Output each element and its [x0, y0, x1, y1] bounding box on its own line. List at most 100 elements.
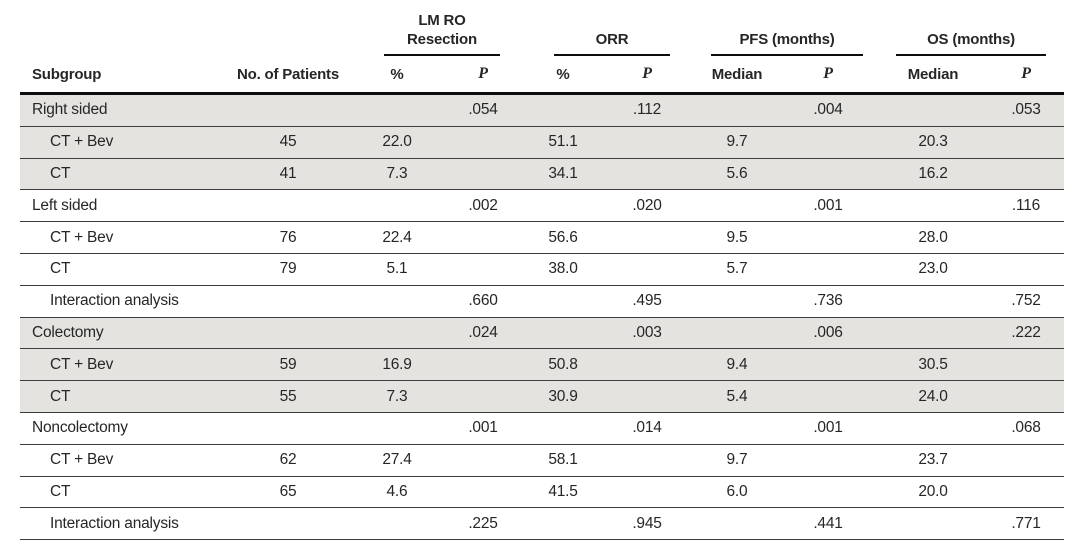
cell-value: 7.3	[386, 387, 408, 405]
table-row: CT + Bev 45 22.0 51.1 9.7 20.3	[20, 126, 1064, 159]
cell-value: 76	[279, 228, 297, 246]
row-label: CT	[50, 387, 71, 405]
row-label: Interaction analysis	[50, 292, 179, 310]
table-row: Left sided .002 .020 .001 .116	[20, 190, 1064, 223]
cell-value: 5.6	[726, 164, 748, 182]
cell-value: 41	[279, 164, 297, 182]
cell-value: .004	[813, 101, 843, 119]
cell-value: 5.4	[726, 387, 748, 405]
cell-value: 7.3	[386, 164, 408, 182]
cell-value: 9.5	[726, 228, 748, 246]
group-header-line2: PFS (months)	[739, 31, 835, 48]
row-label: CT + Bev	[50, 451, 114, 469]
table-row: Noncolectomy .001 .014 .001 .068	[20, 413, 1064, 445]
table-row: CT 79 5.1 38.0 5.7 23.0	[20, 254, 1064, 286]
cell-value: .771	[1011, 514, 1041, 532]
row-label: Interaction analysis	[50, 514, 179, 532]
cell-value: .112	[632, 101, 662, 119]
cell-value: 23.0	[918, 260, 948, 278]
cell-value: 22.0	[382, 133, 412, 151]
cell-value: .053	[1011, 101, 1041, 119]
row-label: CT + Bev	[50, 228, 114, 246]
cell-value: .945	[632, 514, 662, 532]
cell-value: .006	[813, 323, 843, 341]
cell-value: 55	[279, 387, 297, 405]
cell-value: .736	[813, 292, 843, 310]
cell-value: 30.5	[918, 355, 948, 373]
cell-value: 30.9	[548, 387, 578, 405]
cell-value: 9.7	[726, 451, 748, 469]
cell-value: 24.0	[918, 387, 948, 405]
row-label: CT	[50, 260, 71, 278]
cell-value: 59	[279, 355, 297, 373]
column-header-lmr0-p: P	[478, 65, 488, 82]
row-label: Right sided	[32, 101, 108, 119]
group-header-line2: ORR	[595, 31, 629, 48]
table-group-header-row: LM RO Resection ORR PFS (months) OS (	[20, 0, 1064, 56]
column-header-pfs-p: P	[823, 65, 833, 82]
cell-value: .024	[468, 323, 498, 341]
group-header-line1: LM RO	[418, 12, 466, 29]
column-header-subgroup: Subgroup	[32, 65, 102, 83]
cell-value: 16.2	[918, 164, 948, 182]
table-row: CT 55 7.3 30.9 5.4 24.0	[20, 381, 1064, 413]
cell-value: 22.4	[382, 228, 412, 246]
row-label: CT	[50, 164, 71, 182]
cell-value: 45	[279, 133, 297, 151]
cell-value: .116	[1011, 196, 1041, 214]
cell-value: 51.1	[548, 133, 578, 151]
column-header-pfs-median: Median	[711, 65, 763, 83]
cell-value: 79	[279, 260, 297, 278]
subgroup-analysis-table: LM RO Resection ORR PFS (months) OS (	[20, 0, 1064, 541]
cell-value: 4.6	[386, 482, 408, 500]
cell-value: .441	[813, 514, 843, 532]
cell-value: 9.4	[726, 355, 748, 373]
cell-value: 65	[279, 482, 297, 500]
cell-value: .495	[632, 292, 662, 310]
cell-value: .660	[468, 292, 498, 310]
cell-value: .054	[468, 101, 498, 119]
cell-value: .225	[468, 514, 498, 532]
table-body: Right sided .054 .112 .004 .053 CT + Bev 45 22.…	[20, 95, 1064, 541]
cell-value: .002	[468, 196, 498, 214]
cell-value: 23.7	[918, 451, 948, 469]
table-row: CT 65 4.6 41.5 6.0 20.0	[20, 477, 1064, 509]
cell-value: 9.7	[726, 133, 748, 151]
group-header-orr: ORR	[528, 0, 696, 56]
group-header-line2: OS (months)	[927, 31, 1015, 48]
cell-value: 28.0	[918, 228, 948, 246]
row-label: CT + Bev	[50, 133, 114, 151]
cell-value: 56.6	[548, 228, 578, 246]
group-header-pfs-months: PFS (months)	[696, 0, 878, 56]
table-row: Right sided .054 .112 .004 .053	[20, 95, 1064, 127]
cell-value: .001	[813, 196, 843, 214]
column-header-os-median: Median	[907, 65, 959, 83]
cell-value: .001	[813, 419, 843, 437]
table-column-header-row: Subgroup No. of Patients % P % P Median …	[20, 56, 1064, 92]
column-header-os-p: P	[1021, 65, 1031, 82]
row-label: Left sided	[32, 196, 98, 214]
header-divider-rule	[20, 92, 1064, 95]
cell-value: 38.0	[548, 260, 578, 278]
cell-value: 20.0	[918, 482, 948, 500]
cell-value: 62	[279, 451, 297, 469]
cell-value: 20.3	[918, 133, 948, 151]
cell-value: .001	[468, 419, 498, 437]
table-row: CT + Bev 62 27.4 58.1 9.7 23.7	[20, 445, 1064, 477]
cell-value: .222	[1011, 323, 1041, 341]
table-row: CT + Bev 59 16.9 50.8 9.4 30.5	[20, 349, 1064, 382]
cell-value: 6.0	[726, 482, 748, 500]
cell-value: 34.1	[548, 164, 578, 182]
table-row: Interaction analysis .660 .495 .736 .752	[20, 286, 1064, 318]
cell-value: 58.1	[548, 451, 578, 469]
group-underline	[554, 54, 670, 56]
column-header-lmr0-pct: %	[390, 65, 404, 83]
table-row: Interaction analysis .225 .945 .441 .771	[20, 508, 1064, 541]
table-row: CT + Bev 76 22.4 56.6 9.5 28.0	[20, 222, 1064, 254]
group-underline	[384, 54, 500, 56]
row-label: CT	[50, 482, 71, 500]
row-label: Colectomy	[32, 323, 104, 341]
row-label: CT + Bev	[50, 355, 114, 373]
cell-value: 27.4	[382, 451, 412, 469]
